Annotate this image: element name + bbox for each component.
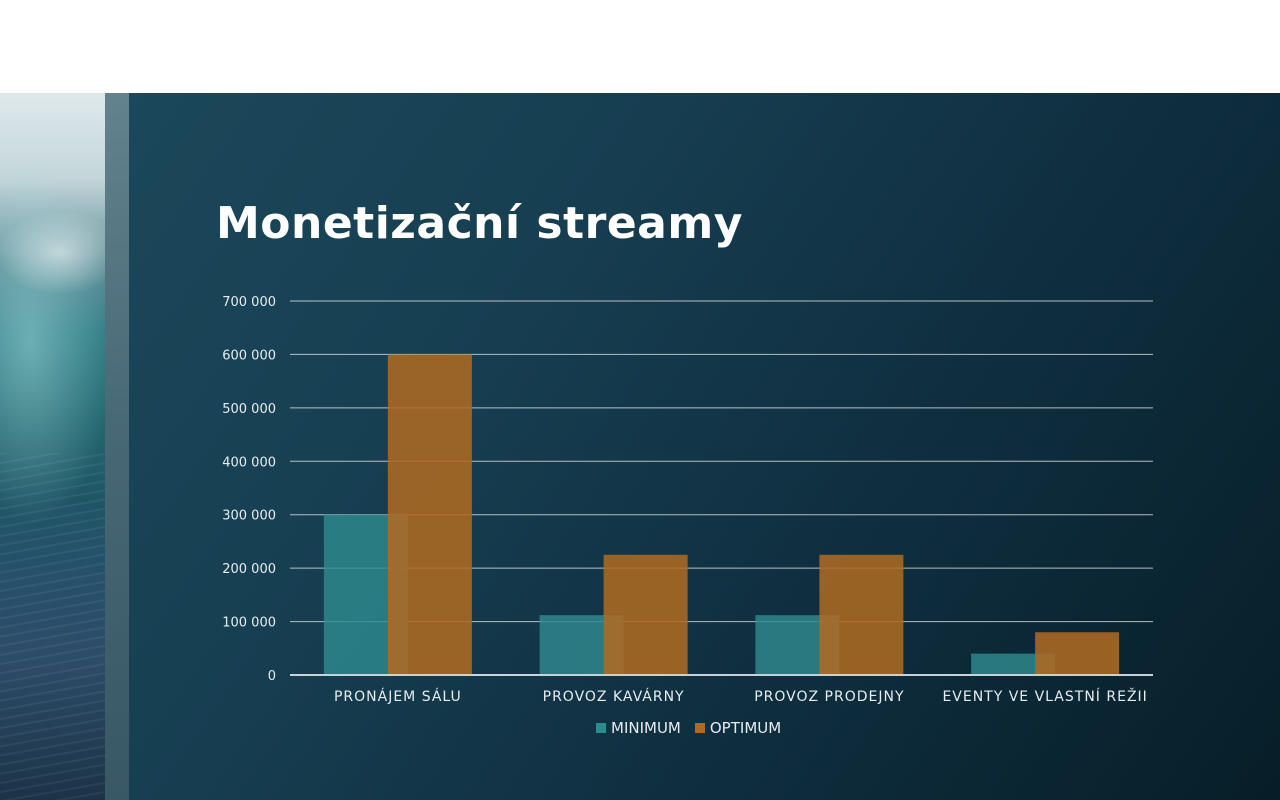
x-tick-label: PROVOZ KAVÁRNY <box>543 688 685 705</box>
slide-title: Monetizační streamy <box>216 198 743 249</box>
y-tick-label: 0 <box>268 669 276 684</box>
legend-swatch-minimum <box>596 723 606 733</box>
x-tick-label: EVENTY VE VLASTNÍ REŽII <box>942 687 1147 705</box>
y-tick-label: 600 000 <box>222 348 276 363</box>
bar-optimum <box>603 554 688 675</box>
bar-optimum <box>387 354 472 675</box>
chart-legend: MINIMUM OPTIMUM <box>596 718 781 738</box>
accent-divider-bar <box>105 93 129 800</box>
legend-label-minimum: MINIMUM <box>611 719 681 737</box>
wave-texture <box>0 453 105 800</box>
y-tick-label: 200 000 <box>222 562 276 577</box>
wave-foam <box>0 183 105 333</box>
x-tick-label: PROVOZ PRODEJNY <box>754 689 904 705</box>
y-tick-label: 400 000 <box>222 455 276 470</box>
y-tick-label: 500 000 <box>222 402 276 417</box>
bar-minimum <box>971 653 1056 675</box>
legend-swatch-optimum <box>694 723 705 733</box>
top-white-band <box>0 0 1280 93</box>
y-tick-label: 700 000 <box>222 295 276 310</box>
y-tick-label: 300 000 <box>222 509 276 524</box>
legend-label-optimum: OPTIMUM <box>709 719 782 737</box>
y-tick-label: 100 000 <box>222 616 276 631</box>
bar-optimum <box>819 554 904 675</box>
legend-item-optimum: OPTIMUM <box>694 719 782 737</box>
legend-item-minimum: MINIMUM <box>596 719 681 737</box>
bar-optimum <box>1035 632 1120 675</box>
slide-background <box>0 93 1280 800</box>
x-tick-label: PRONÁJEM SÁLU <box>334 688 462 705</box>
